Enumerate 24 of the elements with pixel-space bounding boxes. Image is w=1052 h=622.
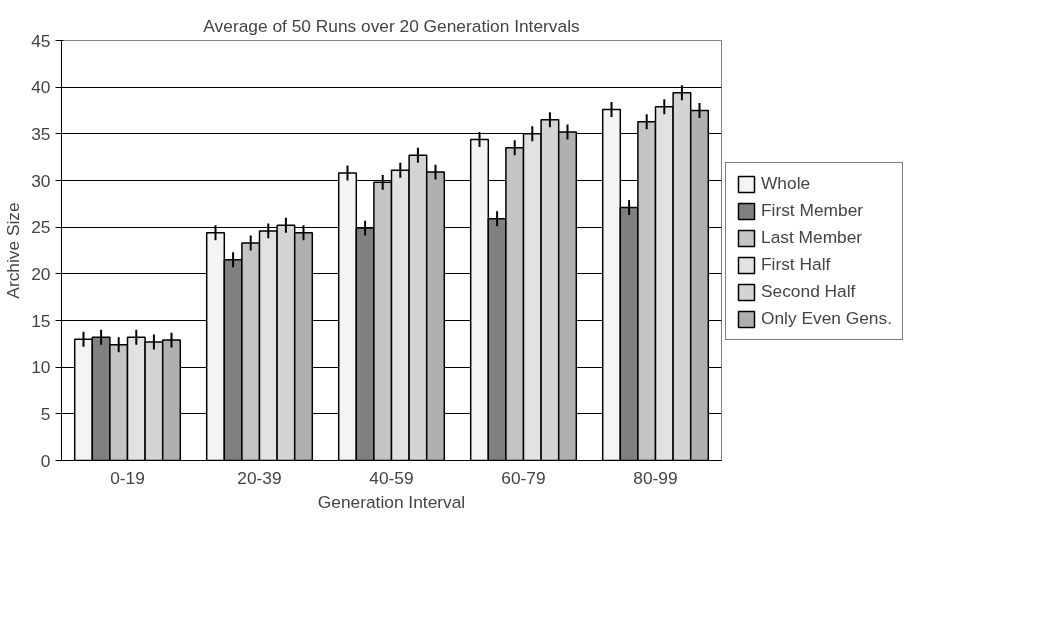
legend-label: First Half [761,254,831,275]
y-tick-label: 40 [31,77,51,98]
y-tick-label: 45 [31,30,51,51]
y-tick-label: 5 [40,403,51,424]
legend-label: Only Even Gens. [761,308,892,329]
y-tick-label: 10 [31,357,51,378]
y-axis-title: Archive Size [3,202,24,299]
x-tick-label: 0-19 [110,467,145,488]
y-tick-label: 25 [31,217,51,238]
y-tick-label: 0 [40,450,51,471]
x-tick-label: 20-39 [237,467,282,488]
y-tick-label: 15 [31,310,51,331]
x-tick-label: 80-99 [633,467,678,488]
x-tick-label: 40-59 [369,467,414,488]
y-tick-label: 20 [31,263,51,284]
x-axis-title: Generation Interval [317,491,466,512]
x-tick-label: 60-79 [501,467,546,488]
y-tick-label: 35 [31,123,51,144]
legend-label: Whole [761,173,811,194]
y-tick-label: 30 [31,170,51,191]
chart-title: Average of 50 Runs over 20 Generation Intervals [203,15,580,36]
legend-label: First Member [761,200,864,221]
legend-label: Last Member [761,227,863,248]
legend-label: Second Half [761,281,856,302]
